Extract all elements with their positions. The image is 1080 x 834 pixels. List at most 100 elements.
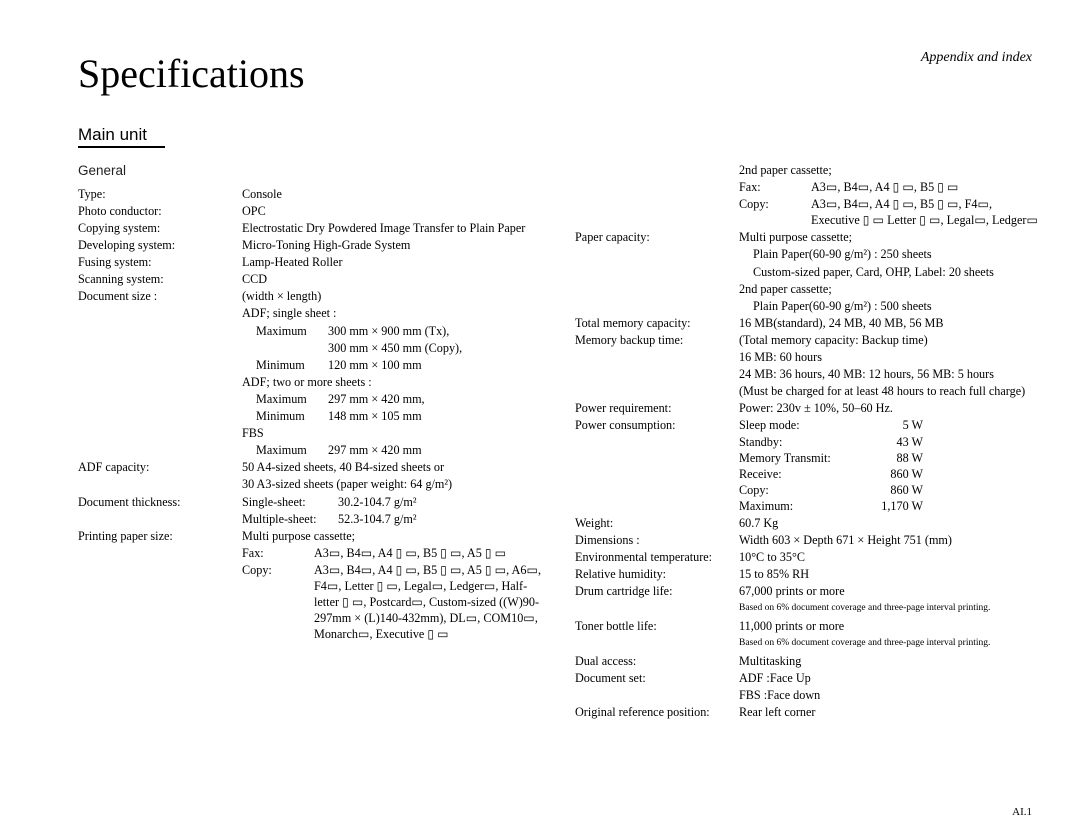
value: Multi purpose cassette; (242, 528, 543, 544)
value: 300 mm × 450 mm (Copy), (328, 340, 462, 356)
value: 10°C to 35°C (739, 549, 1040, 565)
value: Lamp-Heated Roller (242, 254, 543, 270)
left-column: General Type:Console Photo conductor:OPC… (78, 162, 543, 721)
value: 297 mm × 420 mm (328, 442, 422, 458)
value: 15 to 85% RH (739, 566, 1040, 582)
sublabel: Sleep mode: (739, 417, 863, 433)
value: OPC (242, 203, 543, 219)
value: 16 MB: 60 hours (739, 349, 1040, 365)
sublabel: Maximum (256, 442, 328, 458)
sublabel: Single-sheet: (242, 494, 338, 510)
value: 16 MB(standard), 24 MB, 40 MB, 56 MB (739, 315, 1040, 331)
sublabel: Multiple-sheet: (242, 511, 338, 527)
value: A3▭, B4▭, A4 ▯ ▭, B5 ▯ ▭, A5 ▯ ▭, A6▭, F… (314, 562, 543, 642)
value: (Must be charged for at least 48 hours t… (739, 383, 1040, 399)
label: Drum cartridge life: (575, 583, 739, 599)
value: FBS (242, 425, 543, 441)
value: 60.7 Kg (739, 515, 1040, 531)
value: 52.3-104.7 g/m² (338, 511, 416, 527)
value: (width × length) (242, 288, 543, 304)
value: 50 A4-sized sheets, 40 B4-sized sheets o… (242, 459, 543, 475)
label: Paper capacity: (575, 229, 739, 245)
value: ADF :Face Up (739, 670, 1040, 686)
sublabel: Standby: (739, 434, 863, 450)
sublabel: Minimum (256, 408, 328, 424)
value: 2nd paper cassette; (739, 281, 1040, 297)
value: A3▭, B4▭, A4 ▯ ▭, B5 ▯ ▭, F4▭, Executive… (811, 196, 1040, 228)
sublabel: Fax: (739, 179, 811, 195)
footnote: Based on 6% document coverage and three-… (739, 602, 1040, 615)
value: Power: 230ᴠ ± 10%, 50–60 Hz. (739, 400, 1040, 416)
label: Memory backup time: (575, 332, 739, 348)
value: 120 mm × 100 mm (328, 357, 422, 373)
sublabel: Maximum: (739, 498, 863, 514)
value: 297 mm × 420 mm, (328, 391, 425, 407)
value: 300 mm × 900 mm (Tx), (328, 323, 449, 339)
value: 43 W (863, 434, 923, 450)
spec-columns: General Type:Console Photo conductor:OPC… (78, 162, 1040, 721)
label: Power consumption: (575, 417, 739, 514)
value: 24 MB: 36 hours, 40 MB: 12 hours, 56 MB:… (739, 366, 1040, 382)
label: Weight: (575, 515, 739, 531)
value: 5 W (863, 417, 923, 433)
label: Document thickness: (78, 494, 242, 510)
label: Fusing system: (78, 254, 242, 270)
sublabel: Receive: (739, 466, 863, 482)
value: Width 603 × Depth 671 × Height 751 (mm) (739, 532, 1040, 548)
label: Environmental temperature: (575, 549, 739, 565)
label: Photo conductor: (78, 203, 242, 219)
value: 11,000 prints or more (739, 618, 1040, 634)
sublabel: Copy: (739, 482, 863, 498)
sublabel: Fax: (242, 545, 314, 561)
label: Original reference position: (575, 704, 739, 720)
value: Electrostatic Dry Powdered Image Transfe… (242, 220, 543, 236)
label: Total memory capacity: (575, 315, 739, 331)
value: Multitasking (739, 653, 1040, 669)
label: Toner bottle life: (575, 618, 739, 634)
value: 148 mm × 105 mm (328, 408, 422, 424)
label: ADF capacity: (78, 459, 242, 475)
value: Custom-sized paper, Card, OHP, Label: 20… (739, 264, 1040, 280)
label: Scanning system: (78, 271, 242, 287)
label: Dual access: (575, 653, 739, 669)
label: Dimensions : (575, 532, 739, 548)
value: 67,000 prints or more (739, 583, 1040, 599)
sublabel: Copy: (739, 196, 811, 228)
value: Multi purpose cassette; (739, 229, 1040, 245)
value: Console (242, 186, 543, 202)
value: Plain Paper(60-90 g/m²) : 250 sheets (739, 246, 1040, 262)
subsection-title: General (78, 162, 543, 180)
label: Document set: (575, 670, 739, 686)
value: ADF; two or more sheets : (242, 374, 543, 390)
value: A3▭, B4▭, A4 ▯ ▭, B5 ▯ ▭ (811, 179, 959, 195)
value: A3▭, B4▭, A4 ▯ ▭, B5 ▯ ▭, A5 ▯ ▭ (314, 545, 506, 561)
footnote: Based on 6% document coverage and three-… (739, 637, 1040, 650)
label: Power requirement: (575, 400, 739, 416)
label: Printing paper size: (78, 528, 242, 544)
value: 30.2-104.7 g/m² (338, 494, 416, 510)
value: Micro-Toning High-Grade System (242, 237, 543, 253)
value: FBS :Face down (739, 687, 1040, 703)
value: 30 A3-sized sheets (paper weight: 64 g/m… (242, 476, 543, 492)
page-number: AI.1 (1012, 806, 1032, 818)
sublabel: Maximum (256, 323, 328, 339)
value: 860 W (863, 466, 923, 482)
value: Plain Paper(60-90 g/m²) : 500 sheets (739, 298, 1040, 314)
value: 860 W (863, 482, 923, 498)
value: CCD (242, 271, 543, 287)
right-column: 2nd paper cassette; Fax:A3▭, B4▭, A4 ▯ ▭… (575, 162, 1040, 721)
value: 2nd paper cassette; (739, 162, 1040, 178)
label: Developing system: (78, 237, 242, 253)
page-title: Specifications (78, 50, 1040, 97)
value: (Total memory capacity: Backup time) (739, 332, 1040, 348)
value: Rear left corner (739, 704, 1040, 720)
sublabel: Copy: (242, 562, 314, 642)
sublabel: Memory Transmit: (739, 450, 863, 466)
header-note: Appendix and index (921, 50, 1032, 66)
label: Type: (78, 186, 242, 202)
value: 88 W (863, 450, 923, 466)
value: 1,170 W (863, 498, 923, 514)
label: Document size : (78, 288, 242, 304)
label: Relative humidity: (575, 566, 739, 582)
label: Copying system: (78, 220, 242, 236)
